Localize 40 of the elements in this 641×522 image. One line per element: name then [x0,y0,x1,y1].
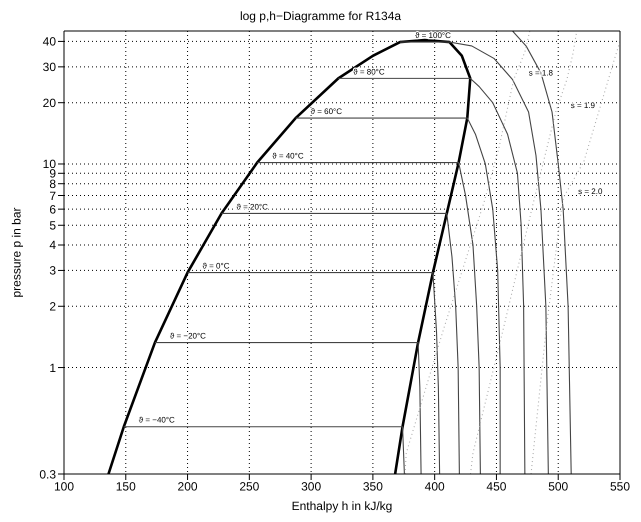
annotation: ϑ = 80°C [353,67,385,76]
x-tick-label: 550 [610,480,630,494]
annotation: s = 1.8 [528,68,554,78]
annotation: ϑ = 0°C [202,262,230,271]
y-tick-label: 1 [49,360,56,375]
y-tick-label: 3 [49,264,56,278]
y-tick-label: 8 [49,176,56,191]
y-tick-label: 7 [49,188,56,203]
x-tick-label: 400 [424,480,445,494]
y-tick-label: 30 [42,60,56,74]
y-tick-label: 2 [49,300,56,314]
annotation: s = 1.9 [570,101,596,110]
x-axis-title: Enthalpy h in kJ/kg [292,499,392,513]
y-tick-label: 6 [49,202,56,216]
annotation: ϑ = 20°C [236,202,268,212]
line-series [530,40,620,474]
x-tick-label: 450 [486,480,507,494]
x-tick-label: 250 [239,480,260,494]
line-series [470,31,578,474]
annotation: s = 2.0 [578,187,603,196]
annotation: ϑ = 100°C [415,31,452,40]
annotation: ϑ = 40°C [272,152,304,161]
line-series [404,31,530,474]
annotation: ϑ = −40°C [138,416,176,425]
y-tick-label: 4 [49,238,56,252]
x-tick-label: 500 [548,480,569,494]
y-tick-label: 5 [49,218,56,233]
y-axis-title: pressure p in bar [9,207,24,298]
x-tick-label: 350 [362,480,384,494]
annotation: ϑ = −20°C [170,332,206,341]
y-tick-label: 20 [42,96,56,110]
x-tick-label: 100 [54,480,74,494]
chart-title: log p,h−Diagramme for R134a [238,8,402,24]
y-tick-label: 40 [42,34,56,49]
x-tick-label: 200 [178,480,198,494]
annotation: ϑ = 60°C [310,107,342,116]
x-tick-label: 300 [301,480,322,494]
line-series [512,31,572,474]
x-tick-label: 150 [116,480,136,494]
y-tick-label: 0.3 [39,467,56,482]
